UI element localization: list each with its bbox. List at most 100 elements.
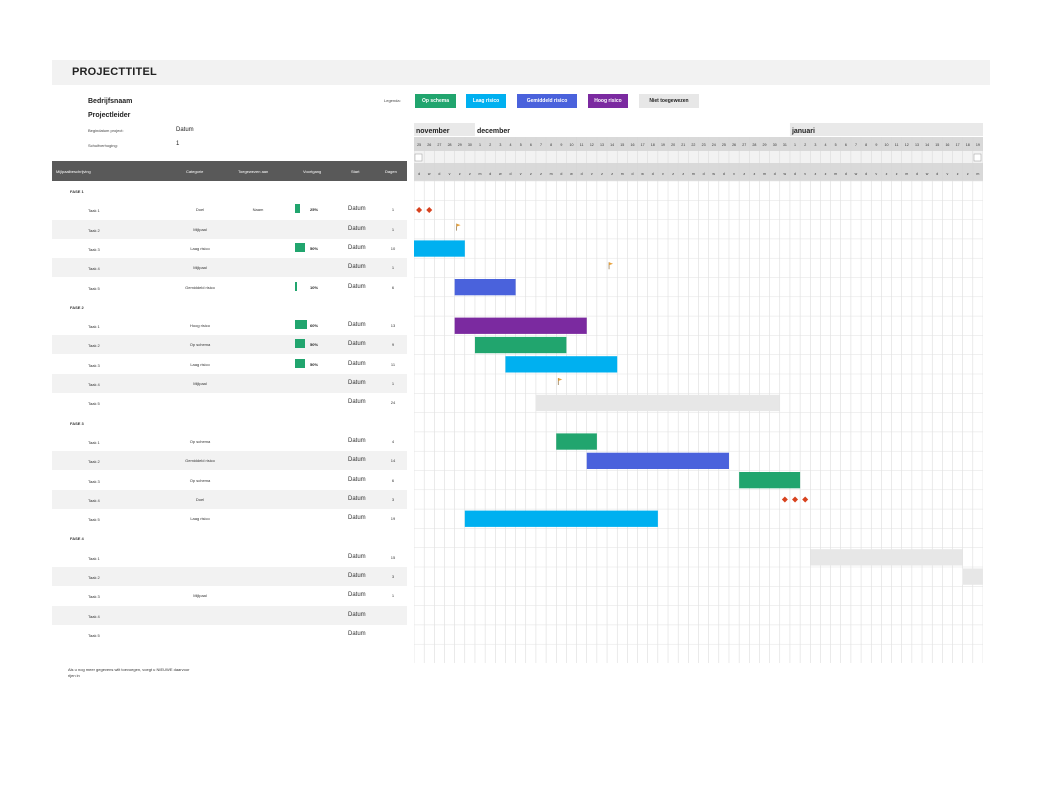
task-row[interactable]: Taak 5 Datum 24 xyxy=(52,393,407,412)
task-name[interactable]: Taak 4 xyxy=(88,613,100,619)
task-start[interactable]: Datum xyxy=(348,225,366,232)
task-row[interactable]: Taak 4 Mijlpaal Datum 1 xyxy=(52,374,407,393)
task-name[interactable]: Taak 5 xyxy=(88,632,100,638)
scroll-left-handle[interactable] xyxy=(414,153,423,162)
task-days[interactable]: 1 xyxy=(391,593,395,599)
task-category[interactable]: Laag risico xyxy=(190,361,210,367)
task-name[interactable]: Taak 1 xyxy=(88,555,100,561)
task-category[interactable]: Hoog risico xyxy=(189,323,211,329)
task-row[interactable]: Taak 4 Datum xyxy=(52,605,407,625)
task-start[interactable]: Datum xyxy=(348,399,366,406)
task-start[interactable]: Datum xyxy=(348,592,366,599)
task-days[interactable]: 10 xyxy=(390,245,396,251)
task-row[interactable]: Taak 5 Laag risico Datum 19 xyxy=(52,509,407,528)
task-row[interactable]: Taak 4 Mijlpaal Datum 1 xyxy=(52,258,407,278)
task-name[interactable]: Taak 2 xyxy=(88,227,100,233)
task-days[interactable]: 24 xyxy=(390,400,396,406)
gantt-bar[interactable] xyxy=(414,240,465,257)
task-start[interactable]: Datum xyxy=(348,611,366,618)
gantt-bar[interactable] xyxy=(535,394,780,412)
task-days[interactable]: 1 xyxy=(391,265,395,271)
task-progress[interactable]: 50% xyxy=(310,245,319,251)
task-row[interactable]: Taak 2 Op schema 50% Datum 9 xyxy=(52,335,407,355)
task-days[interactable]: 6 xyxy=(391,284,395,290)
task-category[interactable]: Mijlpaal xyxy=(193,593,207,599)
task-row[interactable]: Taak 5 Datum xyxy=(52,625,407,644)
task-category[interactable]: Laag risico xyxy=(190,245,210,251)
task-name[interactable]: Taak 3 xyxy=(88,478,100,484)
task-row[interactable]: Taak 1 Datum 15 xyxy=(52,548,407,567)
task-start[interactable]: Datum xyxy=(348,341,366,348)
start-date-value[interactable]: Datum xyxy=(176,127,194,133)
increment-value[interactable]: 1 xyxy=(176,141,180,147)
task-row[interactable]: Taak 1 Hoog risico 60% Datum 13 xyxy=(52,316,407,335)
gantt-bar[interactable] xyxy=(474,336,567,354)
task-category[interactable]: Mijlpaal xyxy=(193,265,207,271)
task-start[interactable]: Datum xyxy=(348,457,366,464)
gantt-bar[interactable] xyxy=(464,510,658,527)
task-category[interactable]: Mijlpaal xyxy=(193,226,207,232)
task-days[interactable]: 1 xyxy=(391,226,395,232)
task-row[interactable]: Taak 3 Op schema Datum 6 xyxy=(52,471,407,490)
task-name[interactable]: Taak 1 xyxy=(88,324,100,330)
task-category[interactable]: Doel xyxy=(195,207,205,213)
task-name[interactable]: Taak 4 xyxy=(88,266,100,272)
gantt-bar[interactable] xyxy=(739,472,801,489)
task-name[interactable]: Taak 5 xyxy=(88,517,100,523)
task-start[interactable]: Datum xyxy=(348,360,366,367)
task-start[interactable]: Datum xyxy=(348,437,366,444)
task-name[interactable]: Taak 2 xyxy=(88,343,100,349)
task-progress[interactable]: 60% xyxy=(310,323,319,329)
task-days[interactable]: 9 xyxy=(391,342,395,348)
task-name[interactable]: Taak 2 xyxy=(88,575,100,580)
task-name[interactable]: Taak 3 xyxy=(88,362,100,368)
task-row[interactable]: Taak 4 Doel Datum 3 xyxy=(52,489,407,509)
task-row[interactable]: Taak 2 Gemiddeld risico Datum 14 xyxy=(52,451,407,471)
task-row[interactable]: Taak 2 Datum 3 xyxy=(52,567,407,586)
task-category[interactable]: Gemiddeld risico xyxy=(185,458,215,464)
task-start[interactable]: Datum xyxy=(348,264,366,271)
task-row[interactable]: Taak 3 Laag risico 50% Datum 11 xyxy=(52,355,407,374)
task-category[interactable]: Op schema xyxy=(189,342,211,348)
task-row[interactable]: Taak 2 Mijlpaal Datum 1 xyxy=(52,219,407,239)
task-category[interactable]: Laag risico xyxy=(190,516,210,522)
task-row[interactable]: Taak 3 Laag risico 50% Datum 10 xyxy=(52,239,407,258)
task-category[interactable]: Gemiddeld risico xyxy=(185,284,215,290)
task-start[interactable]: Datum xyxy=(348,322,366,329)
task-start[interactable]: Datum xyxy=(348,244,366,251)
task-row[interactable]: Taak 3 Mijlpaal Datum 1 xyxy=(52,586,407,605)
task-start[interactable]: Datum xyxy=(348,553,366,560)
gantt-bar[interactable] xyxy=(556,433,597,450)
task-name[interactable]: Taak 1 xyxy=(88,439,100,445)
gantt-bar[interactable] xyxy=(454,317,587,334)
task-days[interactable]: 11 xyxy=(390,361,396,367)
gantt-bar[interactable] xyxy=(505,356,618,373)
gantt-bar[interactable] xyxy=(586,452,729,469)
task-days[interactable]: 1 xyxy=(391,207,395,213)
task-category[interactable]: Doel xyxy=(195,496,205,502)
task-days[interactable]: 1 xyxy=(391,381,395,386)
task-progress[interactable]: 50% xyxy=(310,342,319,348)
task-row[interactable]: Taak 1 Doel Naam 25% Datum 1 xyxy=(52,200,407,219)
task-progress[interactable]: 25% xyxy=(310,207,319,213)
task-name[interactable]: Taak 5 xyxy=(88,285,100,291)
task-category[interactable]: Mijlpaal xyxy=(193,381,207,386)
task-days[interactable]: 3 xyxy=(391,574,395,579)
gantt-bar[interactable] xyxy=(454,279,516,296)
task-start[interactable]: Datum xyxy=(348,515,366,522)
task-days[interactable]: 15 xyxy=(390,554,396,560)
task-start[interactable]: Datum xyxy=(348,283,366,290)
task-name[interactable]: Taak 1 xyxy=(88,208,100,214)
task-progress[interactable]: 50% xyxy=(310,361,319,367)
task-name[interactable]: Taak 5 xyxy=(88,401,100,407)
task-name[interactable]: Taak 3 xyxy=(88,246,100,252)
task-days[interactable]: 13 xyxy=(390,323,396,329)
task-start[interactable]: Datum xyxy=(348,573,366,579)
gantt-bar[interactable] xyxy=(810,549,963,566)
task-start[interactable]: Datum xyxy=(348,476,366,483)
task-start[interactable]: Datum xyxy=(348,630,366,637)
task-days[interactable]: 19 xyxy=(390,516,396,522)
task-assignee[interactable]: Naam xyxy=(252,207,264,213)
task-name[interactable]: Taak 3 xyxy=(88,594,100,600)
task-category[interactable]: Op schema xyxy=(189,477,211,483)
